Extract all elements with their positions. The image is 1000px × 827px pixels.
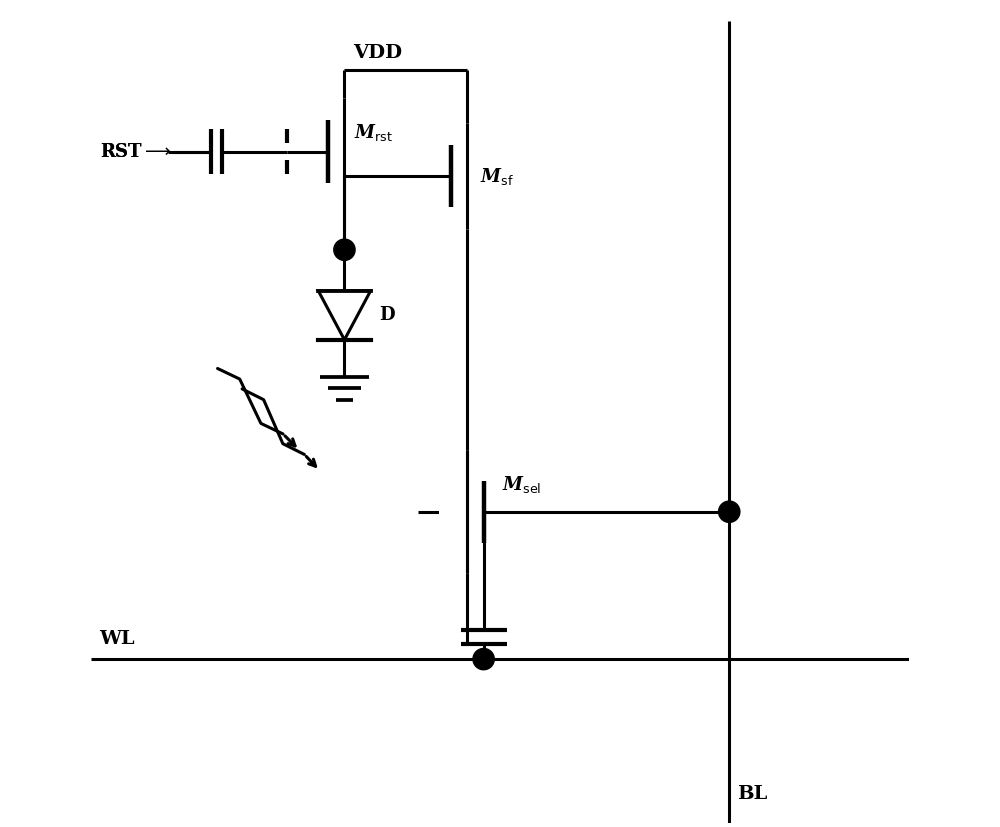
Text: VDD: VDD xyxy=(353,45,402,62)
Circle shape xyxy=(334,239,355,261)
Text: M$_{\mathsf{rst}}$: M$_{\mathsf{rst}}$ xyxy=(354,122,393,143)
Text: M$_{\mathsf{sel}}$: M$_{\mathsf{sel}}$ xyxy=(502,475,541,495)
Text: D: D xyxy=(379,306,394,324)
Text: RST$\longrightarrow$: RST$\longrightarrow$ xyxy=(100,142,172,160)
Circle shape xyxy=(719,501,740,523)
Text: M$_{\mathsf{sf}}$: M$_{\mathsf{sf}}$ xyxy=(480,165,513,187)
Text: BL: BL xyxy=(737,785,768,803)
Text: WL: WL xyxy=(99,629,134,648)
Circle shape xyxy=(473,648,494,670)
Text: RST: RST xyxy=(100,142,142,160)
Bar xyxy=(439,471,463,552)
